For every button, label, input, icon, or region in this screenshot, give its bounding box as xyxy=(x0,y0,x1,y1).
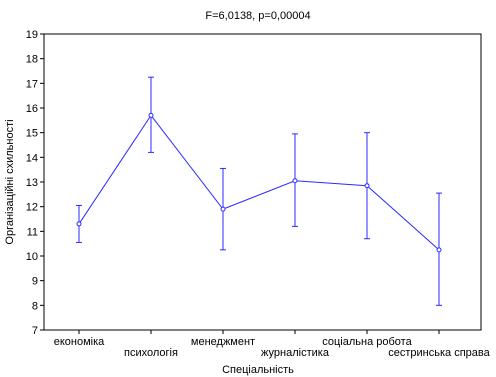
x-tick-label: журналістика xyxy=(261,347,330,359)
y-tick-label: 7 xyxy=(32,325,38,337)
data-point xyxy=(292,178,298,184)
plot-frame xyxy=(43,33,482,331)
y-tick-label: 13 xyxy=(26,177,38,189)
y-tick-label: 15 xyxy=(26,128,38,140)
y-tick-label: 9 xyxy=(32,276,38,288)
x-tick-label: економіка xyxy=(54,336,105,348)
x-axis: економіка психологія менеджмент журналістик… xyxy=(54,330,491,359)
y-tick-label: 8 xyxy=(32,300,38,312)
y-tick-label: 19 xyxy=(26,29,38,41)
y-tick-label: 14 xyxy=(26,152,38,164)
y-tick-label: 17 xyxy=(26,78,38,90)
chart-subtitle: F=6,0138, p=0,00004 xyxy=(205,10,310,22)
data-point xyxy=(148,112,154,118)
series-layer xyxy=(76,76,442,306)
y-tick-label: 10 xyxy=(26,251,38,263)
data-point xyxy=(364,183,370,189)
x-tick-label: соціальна робота xyxy=(322,336,412,348)
data-point xyxy=(220,206,226,212)
y-axis: 7 8 9 10 11 12 13 14 15 16 17 18 19 xyxy=(26,29,44,337)
x-tick-label: психологія xyxy=(124,347,178,359)
x-axis-label: Спеціальність xyxy=(222,364,294,376)
x-tick-label: сестринська справа xyxy=(388,347,490,359)
data-point xyxy=(76,221,82,227)
y-tick-label: 18 xyxy=(26,54,38,66)
series-line xyxy=(78,114,440,251)
y-tick-label: 11 xyxy=(27,226,38,238)
y-tick-label: 16 xyxy=(26,103,38,115)
y-tick-label: 12 xyxy=(26,202,38,214)
y-axis-label: Організаційні схильності xyxy=(4,119,16,244)
x-tick-label: менеджмент xyxy=(191,336,255,348)
data-point xyxy=(436,247,442,253)
